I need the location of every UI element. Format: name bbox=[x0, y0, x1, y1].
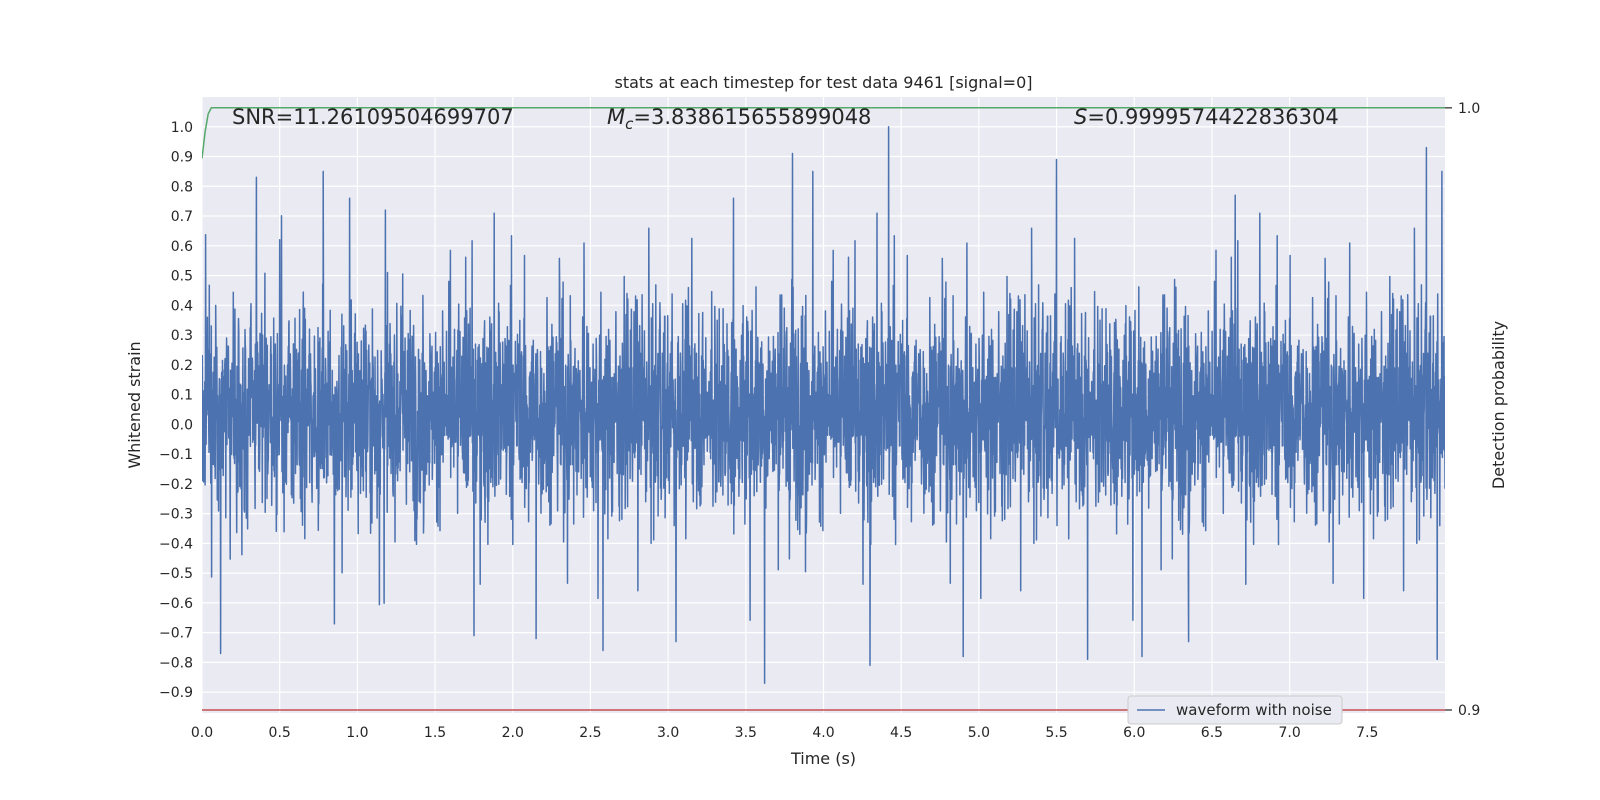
y-tick-label: 0.8 bbox=[171, 179, 193, 195]
chart-title: stats at each timestep for test data 946… bbox=[614, 73, 1032, 92]
y2-tick-label: 0.9 bbox=[1458, 703, 1480, 719]
x-tick-label: 2.0 bbox=[502, 725, 524, 741]
x-tick-label: 6.5 bbox=[1201, 725, 1223, 741]
y-tick-label: 0.3 bbox=[171, 328, 193, 344]
x-tick-label: 7.0 bbox=[1278, 725, 1300, 741]
y-tick-label: −0.1 bbox=[159, 447, 193, 463]
legend-label-waveform: waveform with noise bbox=[1176, 701, 1332, 719]
y-tick-label: −0.2 bbox=[159, 477, 193, 493]
x-tick-label: 5.5 bbox=[1045, 725, 1067, 741]
x-tick-label: 0.0 bbox=[191, 725, 213, 741]
x-tick-label: 4.0 bbox=[812, 725, 834, 741]
x-axis-label: Time (s) bbox=[790, 749, 856, 768]
y2-tick-label: 1.0 bbox=[1458, 101, 1480, 117]
y-tick-label: 0.6 bbox=[171, 239, 193, 255]
y-tick-label: 0.7 bbox=[171, 209, 193, 225]
x-tick-label: 1.5 bbox=[424, 725, 446, 741]
s-value: =0.9999574422836304 bbox=[1087, 105, 1338, 129]
y2-axis-ticks: 1.0 0.9 bbox=[1445, 101, 1480, 719]
y-tick-label: −0.5 bbox=[159, 566, 193, 582]
mc-value: =3.838615655899048 bbox=[633, 105, 871, 129]
mc-symbol: M bbox=[607, 105, 625, 129]
mc-subscript: c bbox=[625, 115, 634, 133]
y-tick-label: −0.6 bbox=[159, 596, 193, 612]
y-axis-ticks: 1.0 0.9 0.8 0.7 0.6 0.5 0.4 0.3 0.2 0.1 0.0 −0.1 −0.… bbox=[159, 120, 193, 701]
y-tick-label: −0.8 bbox=[159, 655, 193, 671]
waveform-with-noise-series bbox=[202, 126, 1445, 684]
y-tick-label: 0.2 bbox=[171, 358, 193, 374]
y-tick-label: −0.9 bbox=[159, 685, 193, 701]
y-tick-label: 0.5 bbox=[171, 269, 193, 285]
s-annotation: S=0.9999574422836304 bbox=[1074, 105, 1339, 129]
y-tick-label: 0.0 bbox=[171, 417, 193, 433]
y2-axis-label: Detection probability bbox=[1489, 321, 1508, 489]
y-axis-label: Whitened strain bbox=[125, 341, 144, 468]
x-axis-ticks: 0.0 0.5 1.0 1.5 2.0 2.5 3.0 3.5 4.0 4.5 5.0 5.5 6.0 6… bbox=[191, 725, 1379, 741]
legend: waveform with noise bbox=[1127, 695, 1343, 725]
y-tick-label: 0.1 bbox=[171, 388, 193, 404]
y-tick-label: 0.4 bbox=[171, 298, 193, 314]
y-tick-label: −0.4 bbox=[159, 536, 193, 552]
x-tick-label: 0.5 bbox=[269, 725, 291, 741]
x-tick-label: 4.5 bbox=[890, 725, 912, 741]
y-tick-label: −0.3 bbox=[159, 507, 193, 523]
y-tick-label: 1.0 bbox=[171, 120, 193, 136]
x-tick-label: 7.5 bbox=[1356, 725, 1378, 741]
y-tick-label: 0.9 bbox=[171, 150, 193, 166]
s-symbol: S bbox=[1074, 105, 1087, 129]
x-tick-label: 1.0 bbox=[346, 725, 368, 741]
x-tick-label: 5.0 bbox=[968, 725, 990, 741]
x-tick-label: 3.5 bbox=[735, 725, 757, 741]
detection-probability-series bbox=[202, 107, 1445, 159]
mc-annotation: Mc=3.838615655899048 bbox=[607, 105, 871, 133]
snr-annotation: SNR=11.26109504699707 bbox=[232, 105, 514, 129]
x-tick-label: 3.0 bbox=[657, 725, 679, 741]
y-tick-label: −0.7 bbox=[159, 626, 193, 642]
x-tick-label: 6.0 bbox=[1123, 725, 1145, 741]
legend-box bbox=[1127, 695, 1343, 725]
x-tick-label: 2.5 bbox=[579, 725, 601, 741]
